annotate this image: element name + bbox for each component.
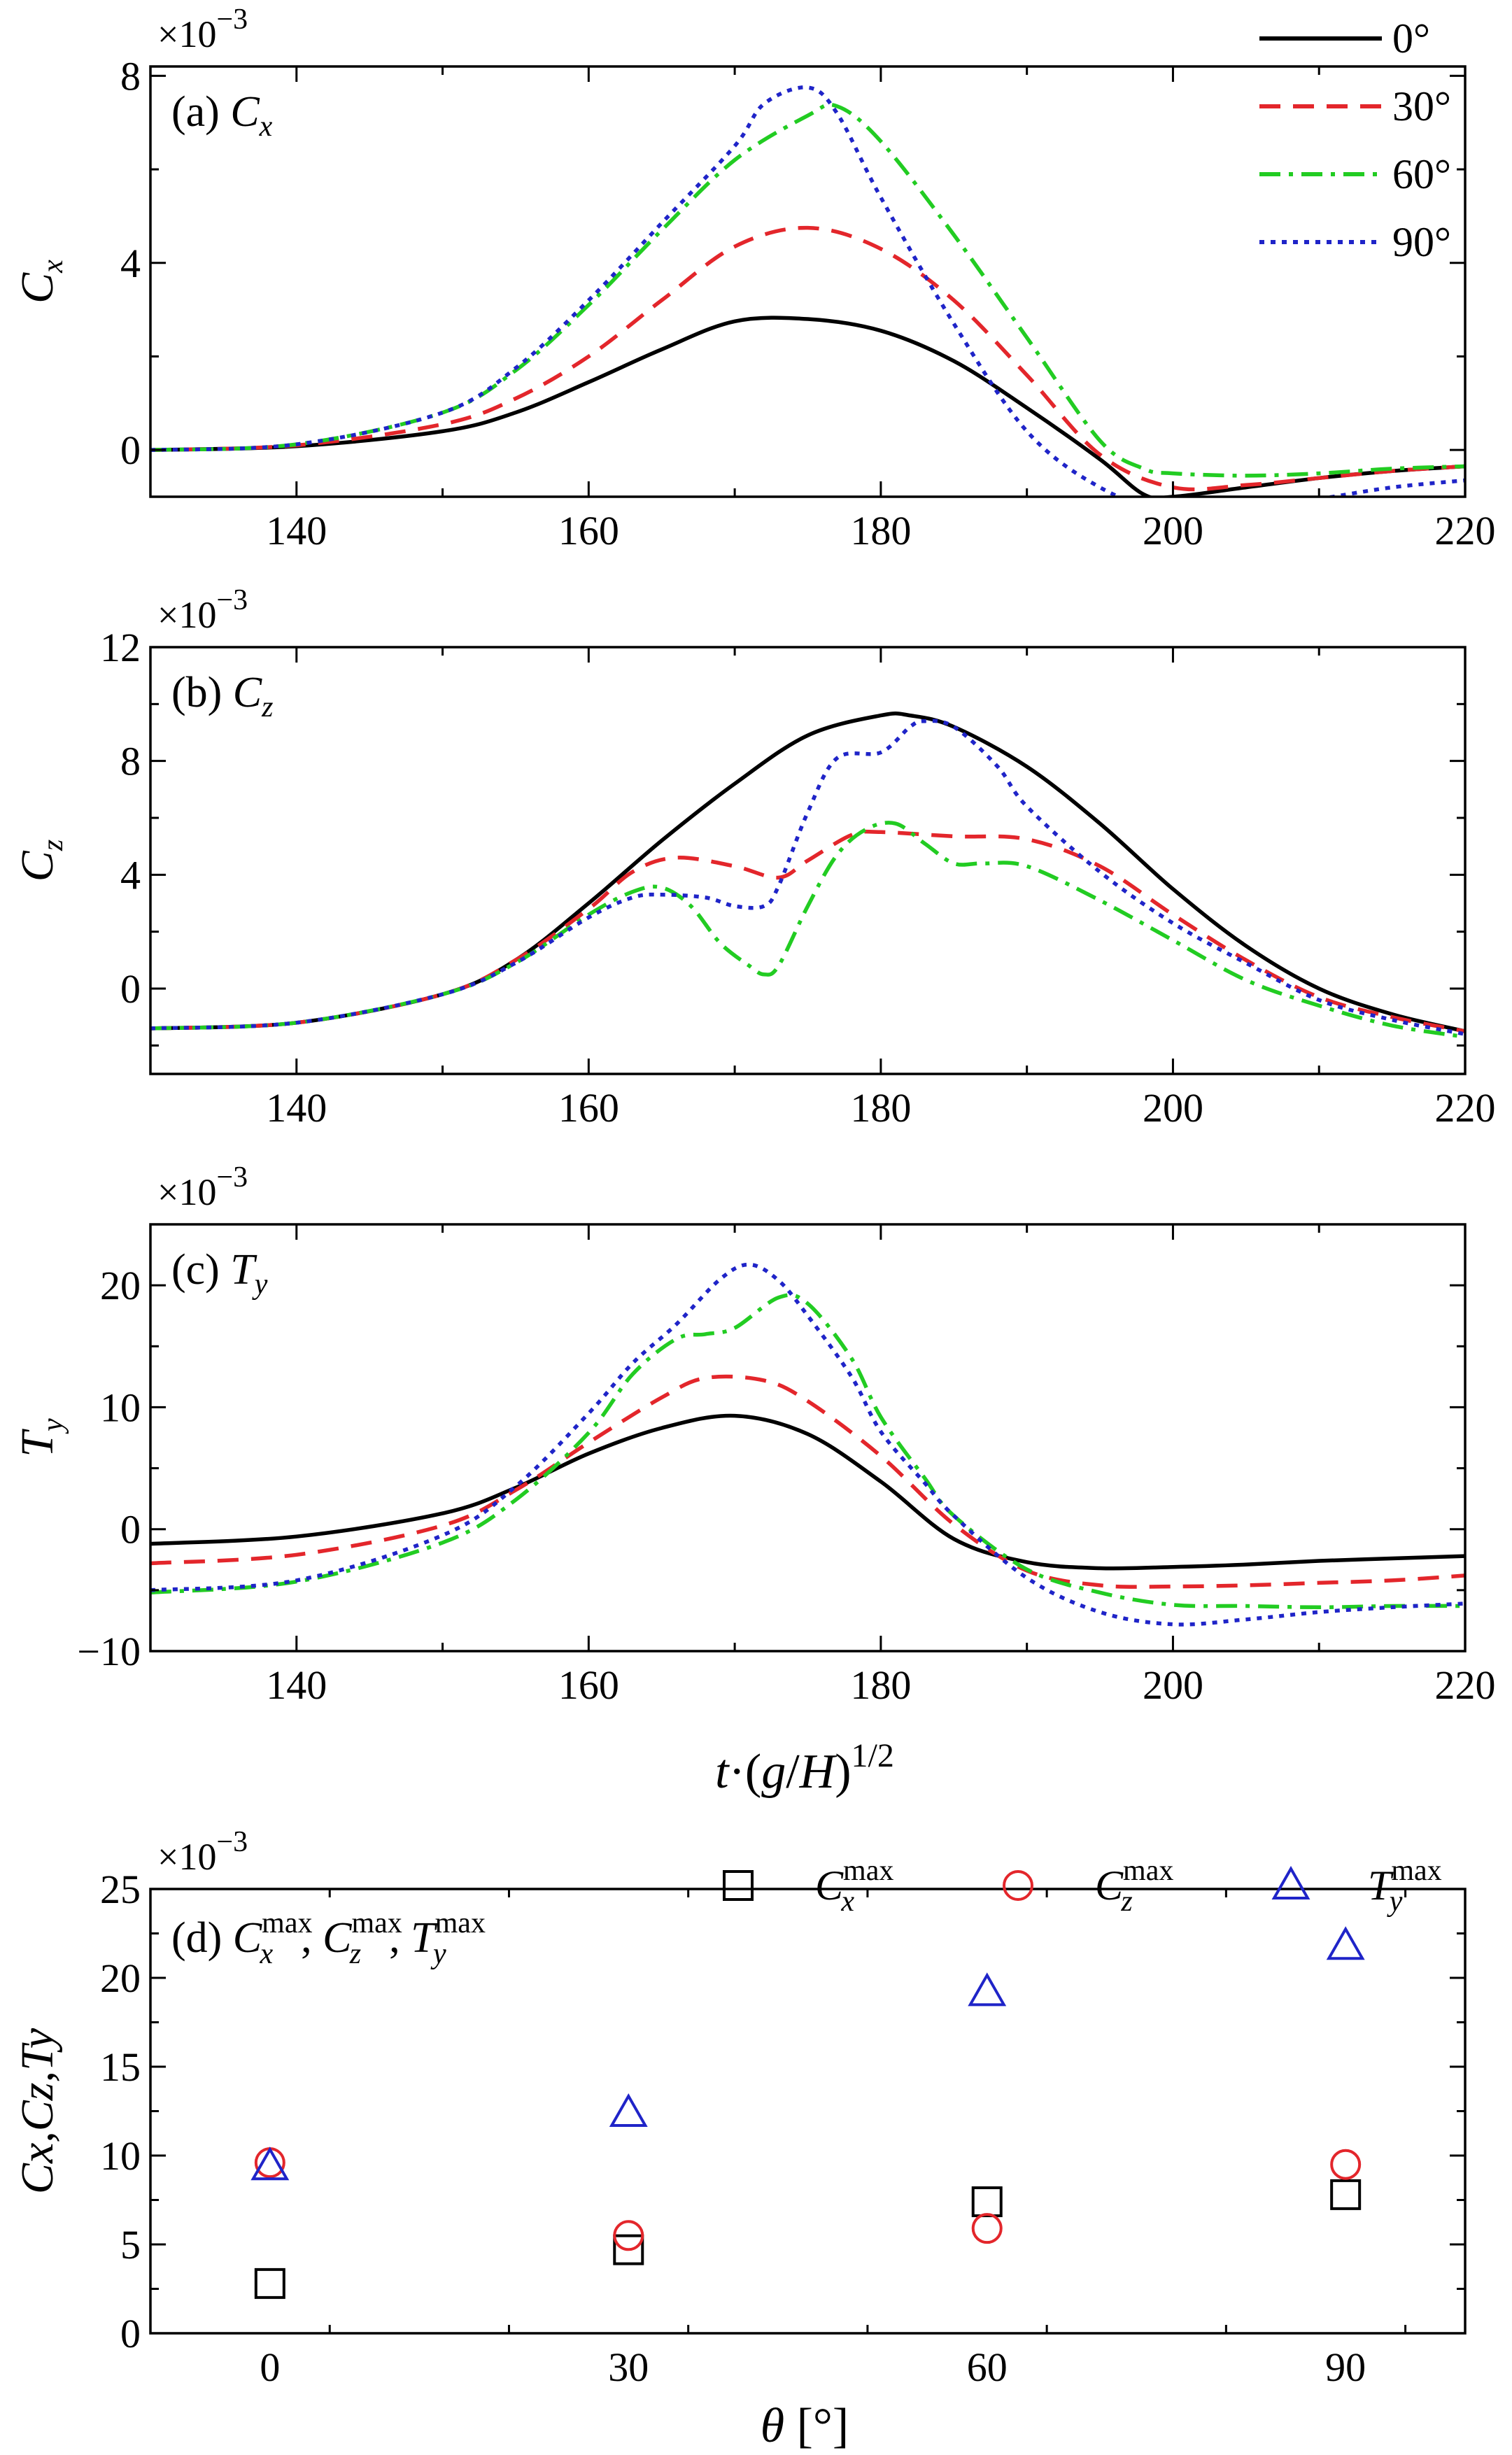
- axis-multiplier: ×10−3: [157, 3, 248, 55]
- x-tick-label: 180: [850, 1085, 911, 1131]
- legend-marker: [1003, 1870, 1033, 1901]
- series-line-0deg: [150, 712, 1465, 1033]
- x-tick-label: 220: [1435, 1662, 1496, 1708]
- x-tick-label: 200: [1143, 1085, 1203, 1131]
- y-tick-label: 4: [120, 852, 141, 898]
- legend-marker: [1271, 1865, 1310, 1899]
- y-tick-label: 10: [100, 2133, 141, 2179]
- x-tick-label: 140: [266, 1085, 327, 1131]
- x-tick-label: 200: [1143, 1662, 1203, 1708]
- y-tick-label: 5: [120, 2222, 141, 2267]
- x-tick-label: 160: [558, 1662, 619, 1708]
- y-tick-label: 10: [100, 1385, 141, 1430]
- x-tick-label: 180: [850, 1662, 911, 1708]
- legend-label: Cmax x: [815, 1855, 893, 1918]
- legend-label: Tmax y: [1368, 1855, 1442, 1918]
- series-line-0deg: [150, 1413, 1465, 1571]
- y-axis-label: Cx,Cz,Ty: [12, 2028, 63, 2194]
- legend-label: 30°: [1392, 83, 1451, 129]
- y-tick-label: 0: [120, 2311, 141, 2356]
- series-line-30deg: [150, 1374, 1465, 1589]
- panel-label: (a) Cx: [171, 88, 273, 143]
- panel-a: 140 160 180 200 220 0 4 8 ×10−3 (a) Cx Cx: [12, 3, 1496, 553]
- series-line-90deg: [150, 1262, 1465, 1627]
- panel-d: 0 30 60 90 0 5 10 15 20 25 ×10−3 (d) Cmax x, Cmax z, …: [12, 1826, 1467, 2453]
- series-line-90deg: [150, 719, 1465, 1036]
- y-axis-label: Cz: [12, 840, 69, 882]
- y-tick-label: 25: [100, 1867, 141, 1912]
- y-tick-label: 20: [100, 1955, 141, 2001]
- y-tick-label: 8: [120, 739, 141, 784]
- x-axis-label: t·(g/H)1/2: [715, 1737, 894, 1799]
- scatter-point: [250, 2146, 290, 2181]
- axis-multiplier: ×10−3: [157, 584, 248, 636]
- legend-marker: [723, 1870, 754, 1901]
- scatter-point: [968, 1972, 1007, 2007]
- scatter-point: [1330, 2149, 1362, 2180]
- series-line-60deg: [150, 102, 1465, 478]
- x-tick-label: 140: [266, 1662, 327, 1708]
- x-tick-label: 200: [1143, 508, 1203, 553]
- plot-frame: [149, 65, 1467, 498]
- y-tick-label: 0: [120, 1507, 141, 1552]
- scatter-point: [1326, 1926, 1365, 1960]
- legend-label: 0°: [1392, 15, 1430, 62]
- scatter-point: [1330, 2179, 1362, 2210]
- panel-label: (b) Cz: [171, 669, 274, 723]
- scatter-point: [609, 2093, 648, 2128]
- axis-multiplier: ×10−3: [157, 1826, 248, 1878]
- x-tick-label: 140: [266, 508, 327, 553]
- x-tick-label: 160: [558, 508, 619, 553]
- x-tick-label: 180: [850, 508, 911, 553]
- legend-label: 90°: [1392, 219, 1451, 265]
- panel-b: 140 160 180 200 220 0 4 8 12 ×10−3 (b) Cz Cz: [12, 584, 1496, 1131]
- series-line-0deg: [150, 316, 1465, 497]
- panel-c: 140 160 180 200 220 −10 0 10 20 ×10−3 (c) Ty Ty: [12, 1161, 1496, 1708]
- x-tick-label: 0: [260, 2344, 280, 2390]
- y-tick-label: 8: [120, 53, 141, 99]
- series-line-30deg: [150, 225, 1465, 492]
- legend-label: 60°: [1392, 151, 1451, 197]
- legend-label: Cmax z: [1095, 1855, 1173, 1918]
- x-tick-label: 160: [558, 1085, 619, 1131]
- axis-multiplier: ×10−3: [157, 1161, 248, 1213]
- y-tick-label: 0: [120, 966, 141, 1012]
- x-axis-label-d: θ [°]: [761, 2399, 849, 2453]
- scatter-point: [254, 2267, 285, 2299]
- x-tick-label: 90: [1325, 2344, 1366, 2390]
- series-line-90deg: [150, 85, 1465, 497]
- y-tick-label: 4: [120, 241, 141, 286]
- line-legend: 0° 30° 60° 90°: [1259, 15, 1451, 265]
- plot-frame: [149, 646, 1467, 1075]
- scatter-point: [971, 2186, 1003, 2218]
- scatter-point: [613, 2234, 644, 2265]
- scatter-point: [613, 2220, 644, 2251]
- scatter-legend: Cmax x Cmax z Tmax y: [723, 1855, 1442, 1918]
- y-tick-label: 12: [100, 625, 141, 670]
- scatter-point: [254, 2147, 285, 2179]
- panel-label: (c) Ty: [171, 1246, 268, 1301]
- plot-frame: [149, 1223, 1467, 1653]
- y-tick-label: 0: [120, 427, 141, 473]
- x-tick-label: 220: [1435, 508, 1496, 553]
- series-line-30deg: [150, 829, 1465, 1033]
- x-tick-label: 220: [1435, 1085, 1496, 1131]
- series-line-60deg: [150, 821, 1465, 1039]
- y-tick-label: −10: [77, 1629, 141, 1674]
- x-tick-label: 30: [608, 2344, 649, 2390]
- y-axis-label: Ty: [12, 1418, 69, 1457]
- y-axis-label: Cx: [12, 260, 69, 304]
- y-tick-label: 15: [100, 2044, 141, 2090]
- series-line-60deg: [150, 1293, 1465, 1610]
- panel-label: (d) Cmax x, Cmax z, Tmax y: [171, 1907, 486, 1970]
- y-tick-label: 20: [100, 1263, 141, 1308]
- x-tick-label: 60: [967, 2344, 1008, 2390]
- scatter-point: [971, 2213, 1003, 2244]
